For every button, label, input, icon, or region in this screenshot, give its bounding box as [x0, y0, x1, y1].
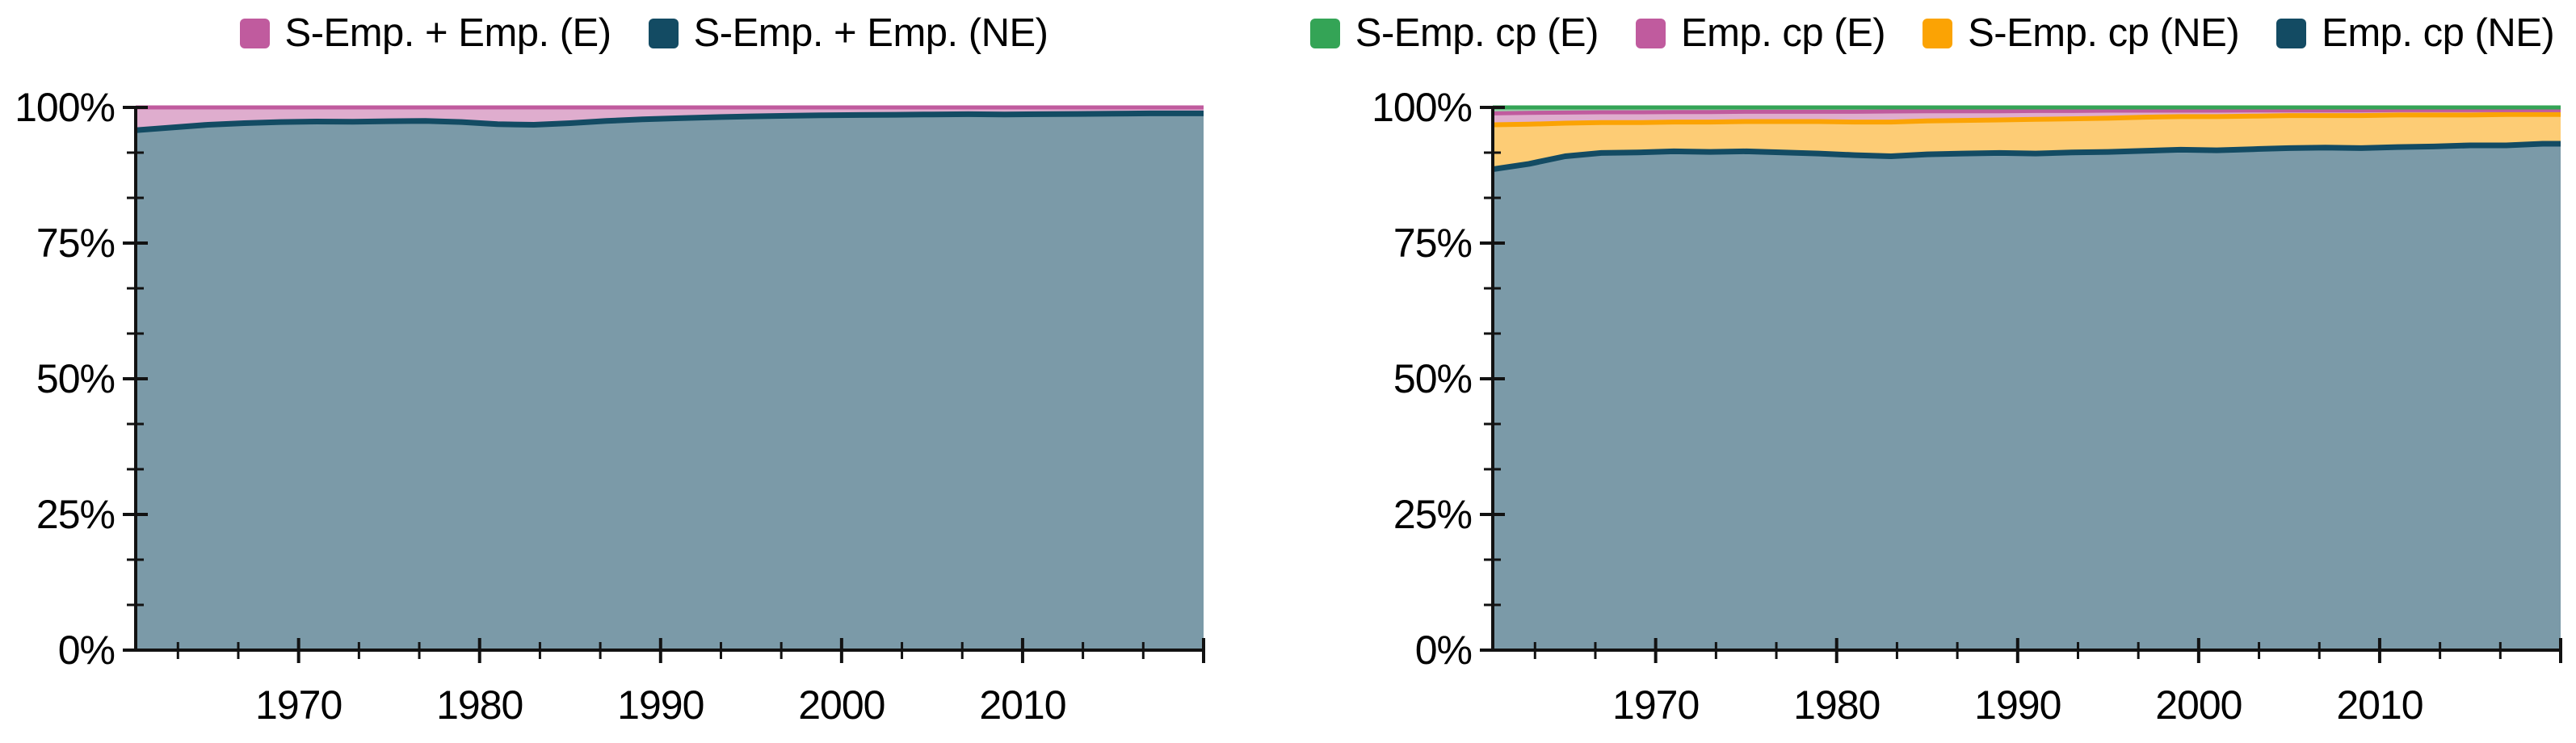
- y-tick-label: 50%: [1393, 356, 1472, 401]
- y-tick-label: 75%: [36, 220, 115, 266]
- legend-item: Emp. cp (E): [1635, 10, 1886, 56]
- x-tick-label: 1980: [1793, 682, 1880, 728]
- x-tick-label: 2000: [2155, 682, 2242, 728]
- y-tick-label: 100%: [15, 85, 115, 130]
- legend-left-chart: S-Emp. + Emp. (E) S-Emp. + Emp. (NE): [0, 6, 1288, 60]
- legend-swatch-icon: [2276, 18, 2307, 48]
- series-boundary-line: [1492, 111, 2561, 128]
- y-tick-label: 25%: [1393, 492, 1472, 537]
- series-boundary-line: [1492, 107, 2561, 115]
- y-tick-label: 0%: [1415, 628, 1472, 673]
- area-series: [136, 113, 1204, 650]
- legend-swatch-icon: [1923, 18, 1953, 48]
- legend-label: S-Emp. + Emp. (NE): [693, 11, 1048, 55]
- legend-item: S-Emp. cp (NE): [1923, 10, 2240, 56]
- y-tick-label: 25%: [36, 492, 115, 537]
- legend-item: S-Emp. + Emp. (E): [239, 10, 612, 56]
- x-tick-label: 1970: [1612, 682, 1699, 728]
- legend-item: Emp. cp (NE): [2276, 10, 2555, 56]
- area-series: [1493, 144, 2561, 650]
- x-tick-label: 2010: [979, 682, 1065, 728]
- legend-right-chart: S-Emp. cp (E) Emp. cp (E) S-Emp. cp (NE) Em…: [1288, 6, 2576, 60]
- legend-swatch-icon: [239, 18, 270, 48]
- x-tick-label: 2000: [798, 682, 885, 728]
- y-tick-label: 100%: [1372, 85, 1472, 130]
- legend-swatch-icon: [1309, 18, 1340, 48]
- legend-swatch-icon: [648, 18, 679, 48]
- x-tick-label: 2010: [2336, 682, 2423, 728]
- y-tick-label: 50%: [36, 356, 115, 401]
- legend-label: Emp. cp (NE): [2322, 11, 2555, 55]
- legend-item: S-Emp. + Emp. (NE): [648, 10, 1048, 56]
- x-tick-label: 1990: [617, 682, 704, 728]
- legend-swatch-icon: [1635, 18, 1666, 48]
- legend-label: S-Emp. + Emp. (E): [284, 11, 612, 55]
- y-tick-label: 0%: [58, 628, 115, 673]
- legend-label: Emp. cp (E): [1680, 11, 1886, 55]
- y-tick-label: 75%: [1393, 220, 1472, 266]
- series-boundary-line: [1492, 141, 2561, 173]
- legend-label: S-Emp. cp (NE): [1968, 11, 2240, 55]
- area-series: [1493, 114, 2561, 170]
- x-tick-label: 1980: [436, 682, 523, 728]
- x-tick-label: 1970: [255, 682, 342, 728]
- legend-label: S-Emp. cp (E): [1355, 11, 1599, 55]
- legend-item: S-Emp. cp (E): [1309, 10, 1599, 56]
- x-tick-label: 1990: [1974, 682, 2061, 728]
- series-boundary-line: [135, 110, 1204, 133]
